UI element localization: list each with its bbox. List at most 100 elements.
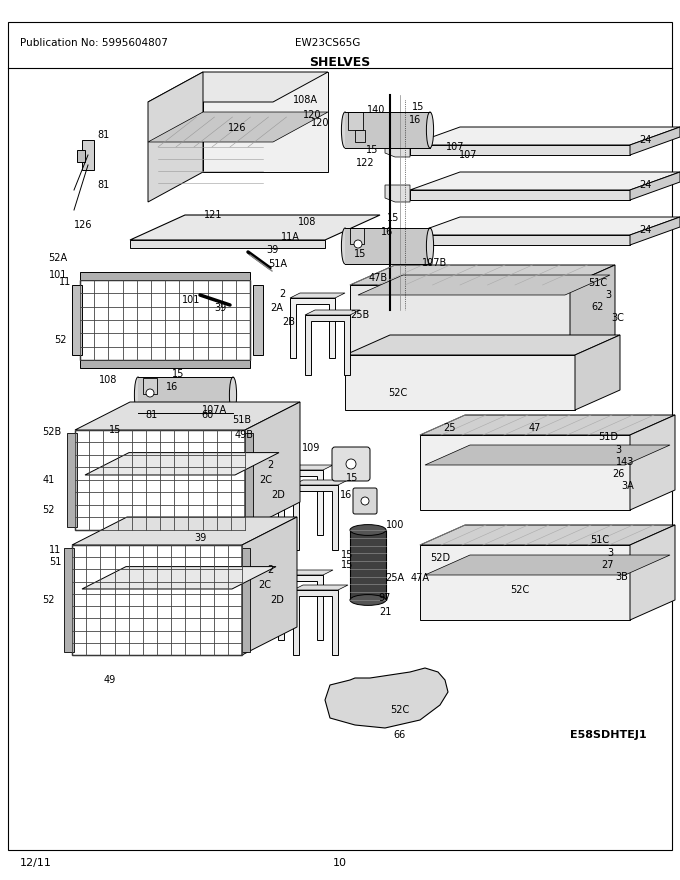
- Polygon shape: [293, 590, 338, 655]
- Polygon shape: [345, 355, 575, 410]
- Polygon shape: [630, 172, 680, 200]
- Text: 52C: 52C: [390, 705, 409, 715]
- Polygon shape: [350, 285, 570, 355]
- Text: 15: 15: [109, 425, 121, 435]
- Text: 15: 15: [341, 550, 353, 560]
- Text: 39: 39: [214, 303, 226, 313]
- Text: 52C: 52C: [511, 585, 530, 595]
- Text: 51B: 51B: [233, 415, 252, 425]
- Polygon shape: [410, 145, 630, 155]
- Polygon shape: [385, 185, 410, 202]
- Polygon shape: [148, 72, 328, 102]
- Text: 2: 2: [267, 565, 273, 575]
- Polygon shape: [203, 72, 328, 172]
- Text: 52C: 52C: [388, 388, 407, 398]
- Text: 3B: 3B: [615, 572, 628, 582]
- Bar: [345, 112, 430, 148]
- Text: 2A: 2A: [270, 303, 283, 313]
- Text: 3: 3: [605, 290, 611, 300]
- Ellipse shape: [341, 112, 349, 148]
- Polygon shape: [72, 517, 297, 545]
- Text: 3C: 3C: [611, 313, 624, 323]
- Polygon shape: [410, 127, 680, 145]
- Text: 52B: 52B: [41, 427, 61, 437]
- Text: 16: 16: [381, 227, 393, 237]
- Text: 2: 2: [268, 460, 274, 470]
- Text: 81: 81: [97, 130, 109, 140]
- Text: 49: 49: [104, 675, 116, 685]
- FancyBboxPatch shape: [332, 447, 370, 481]
- Text: 3A: 3A: [622, 481, 634, 491]
- Ellipse shape: [350, 595, 386, 605]
- Polygon shape: [425, 555, 670, 575]
- Bar: [75, 430, 245, 530]
- Text: 100: 100: [386, 520, 404, 530]
- Polygon shape: [82, 567, 276, 589]
- Text: 47A: 47A: [411, 573, 430, 583]
- Polygon shape: [278, 570, 333, 575]
- Text: 16: 16: [340, 490, 352, 500]
- Polygon shape: [358, 275, 610, 295]
- Bar: [80, 272, 250, 280]
- Text: 26: 26: [612, 469, 624, 479]
- Polygon shape: [570, 265, 615, 355]
- Text: 2C: 2C: [258, 580, 271, 590]
- Polygon shape: [75, 402, 300, 430]
- Text: 3: 3: [607, 548, 613, 558]
- Text: 52: 52: [42, 595, 55, 605]
- Text: 60: 60: [201, 410, 213, 420]
- Polygon shape: [85, 452, 279, 475]
- Polygon shape: [293, 485, 338, 550]
- Polygon shape: [290, 298, 335, 358]
- Polygon shape: [345, 335, 620, 355]
- Bar: [143, 378, 157, 394]
- Text: 51D: 51D: [598, 432, 618, 442]
- Ellipse shape: [341, 228, 349, 264]
- Polygon shape: [245, 402, 300, 530]
- Text: 126: 126: [228, 123, 246, 133]
- Ellipse shape: [361, 497, 369, 505]
- Text: 2C: 2C: [259, 475, 272, 485]
- Polygon shape: [325, 668, 448, 728]
- Text: 52: 52: [54, 335, 66, 345]
- Polygon shape: [425, 445, 670, 465]
- Text: 49B: 49B: [235, 430, 254, 440]
- Text: 108: 108: [99, 375, 117, 385]
- Bar: [80, 360, 250, 368]
- Text: 27: 27: [600, 560, 613, 570]
- Ellipse shape: [426, 228, 434, 264]
- Ellipse shape: [135, 377, 141, 413]
- Text: 51C: 51C: [590, 535, 609, 545]
- Text: 120: 120: [311, 118, 329, 128]
- Text: 52A: 52A: [48, 253, 67, 263]
- Polygon shape: [305, 310, 360, 315]
- Polygon shape: [385, 140, 410, 157]
- Text: 41: 41: [43, 475, 55, 485]
- Text: 25A: 25A: [386, 573, 405, 583]
- Bar: [77, 150, 85, 162]
- Text: 47: 47: [529, 423, 541, 433]
- Text: 108: 108: [298, 217, 316, 227]
- Text: 51: 51: [49, 557, 61, 567]
- Ellipse shape: [350, 524, 386, 535]
- Polygon shape: [410, 235, 630, 245]
- Text: 11A: 11A: [281, 232, 299, 242]
- Text: 24: 24: [639, 135, 651, 145]
- Text: 47B: 47B: [369, 273, 388, 283]
- Bar: [64, 548, 74, 652]
- Text: 15: 15: [412, 102, 424, 112]
- Polygon shape: [420, 525, 675, 545]
- Bar: [345, 228, 430, 264]
- Polygon shape: [130, 240, 325, 248]
- Polygon shape: [290, 293, 345, 298]
- Polygon shape: [630, 217, 680, 245]
- Text: 66: 66: [394, 730, 406, 740]
- Ellipse shape: [426, 112, 434, 148]
- Text: 97: 97: [379, 593, 391, 603]
- Bar: [355, 130, 365, 142]
- Text: 11: 11: [49, 545, 61, 555]
- Text: 51C: 51C: [588, 278, 607, 288]
- Text: 107: 107: [459, 150, 477, 160]
- Bar: [350, 228, 364, 244]
- FancyBboxPatch shape: [353, 488, 377, 514]
